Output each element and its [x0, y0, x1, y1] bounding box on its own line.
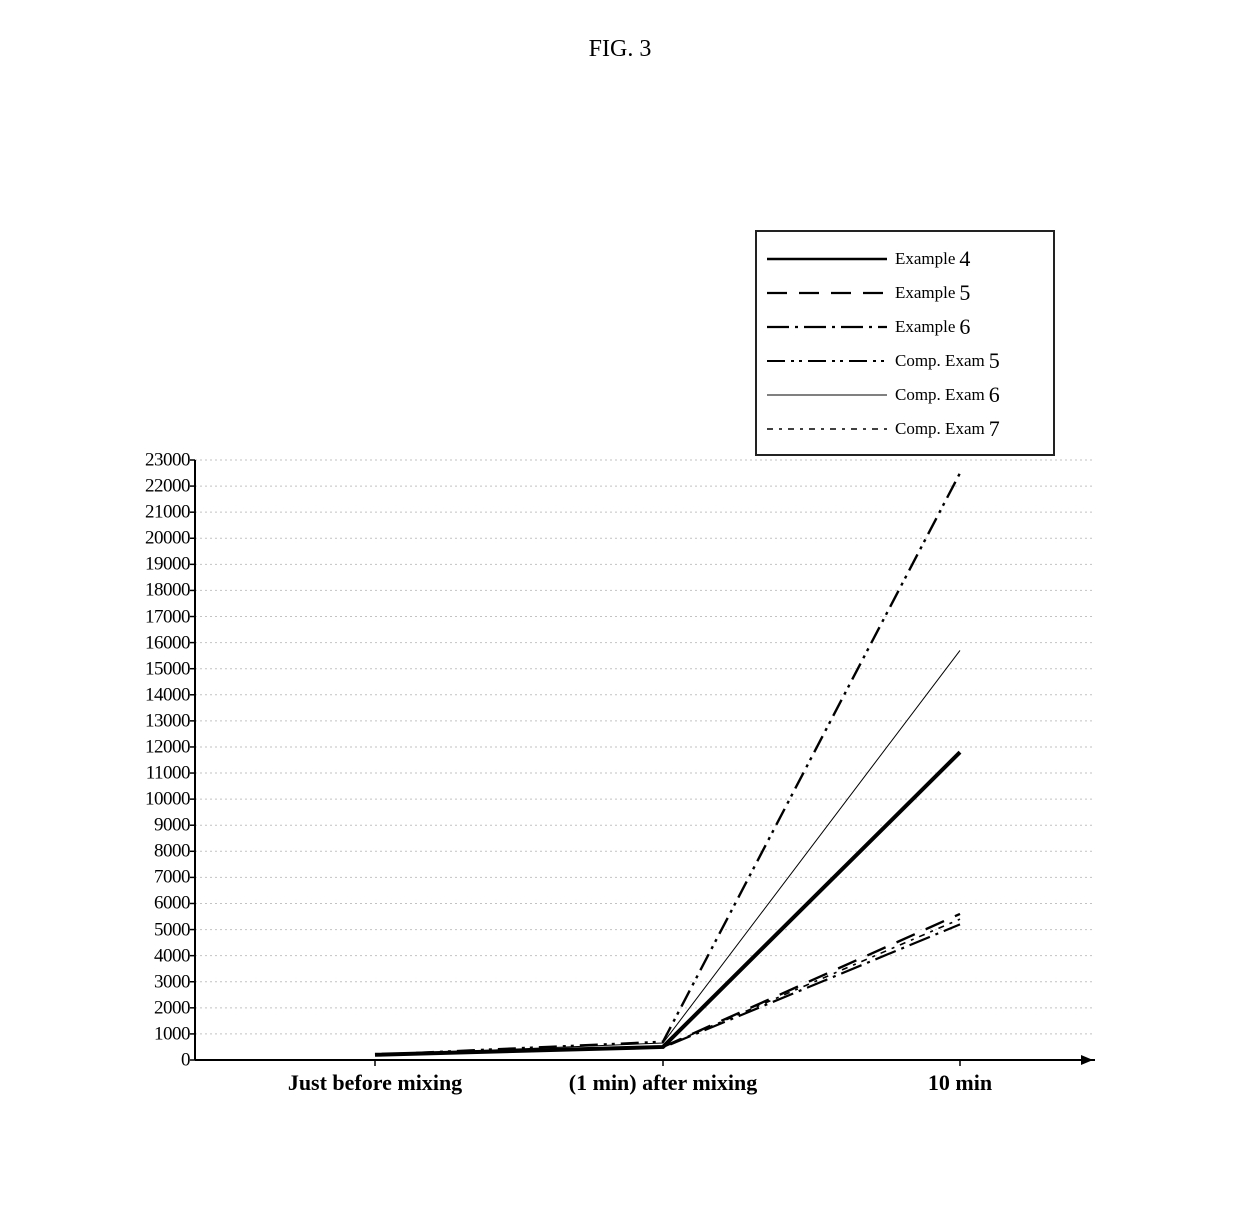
legend-label-2: Example — [887, 317, 955, 337]
y-tick-9000: 9000 — [100, 816, 190, 835]
x-tick-2: 10 min — [928, 1070, 992, 1096]
legend-swatch-5 — [767, 419, 887, 439]
legend-number-3: 5 — [985, 348, 1000, 374]
y-tick-7000: 7000 — [100, 868, 190, 887]
legend-number-2: 6 — [955, 314, 970, 340]
y-tick-8000: 8000 — [100, 842, 190, 861]
y-tick-21000: 21000 — [100, 503, 190, 522]
legend-row-0: Example4 — [767, 242, 1043, 276]
y-tick-2000: 2000 — [100, 998, 190, 1017]
plot-area — [195, 460, 1095, 1060]
y-tick-10000: 10000 — [100, 790, 190, 809]
legend-row-1: Example5 — [767, 276, 1043, 310]
page: FIG. 3 Example4Example5Example6Comp. Exa… — [0, 0, 1240, 1224]
y-tick-17000: 17000 — [100, 607, 190, 626]
legend-swatch-3 — [767, 351, 887, 371]
legend-swatch-4 — [767, 385, 887, 405]
y-tick-23000: 23000 — [100, 451, 190, 470]
y-tick-14000: 14000 — [100, 685, 190, 704]
y-tick-15000: 15000 — [100, 659, 190, 678]
legend-number-0: 4 — [955, 246, 970, 272]
legend-label-3: Comp. Exam — [887, 351, 985, 371]
y-tick-5000: 5000 — [100, 920, 190, 939]
x-tick-0: Just before mixing — [288, 1070, 462, 1096]
legend-row-2: Example6 — [767, 310, 1043, 344]
y-tick-19000: 19000 — [100, 555, 190, 574]
y-tick-3000: 3000 — [100, 972, 190, 991]
legend-label-0: Example — [887, 249, 955, 269]
y-tick-0: 0 — [100, 1051, 190, 1070]
series-ce5 — [375, 473, 960, 1055]
y-tick-13000: 13000 — [100, 711, 190, 730]
legend-number-5: 7 — [985, 416, 1000, 442]
legend-label-1: Example — [887, 283, 955, 303]
legend-label-5: Comp. Exam — [887, 419, 985, 439]
legend-swatch-1 — [767, 283, 887, 303]
y-tick-18000: 18000 — [100, 581, 190, 600]
y-tick-12000: 12000 — [100, 737, 190, 756]
plot-svg — [195, 460, 1095, 1060]
y-tick-16000: 16000 — [100, 633, 190, 652]
legend-number-4: 6 — [985, 382, 1000, 408]
figure-title: FIG. 3 — [0, 36, 1240, 63]
legend-number-1: 5 — [955, 280, 970, 306]
y-tick-6000: 6000 — [100, 894, 190, 913]
legend-row-4: Comp. Exam6 — [767, 378, 1043, 412]
y-tick-1000: 1000 — [100, 1024, 190, 1043]
y-tick-4000: 4000 — [100, 946, 190, 965]
legend-row-3: Comp. Exam5 — [767, 344, 1043, 378]
legend-row-5: Comp. Exam7 — [767, 412, 1043, 446]
x-tick-1: (1 min) after mixing — [569, 1070, 757, 1096]
legend-box: Example4Example5Example6Comp. Exam5Comp.… — [755, 230, 1055, 456]
y-tick-11000: 11000 — [100, 764, 190, 783]
y-tick-22000: 22000 — [100, 477, 190, 496]
legend-swatch-0 — [767, 249, 887, 269]
legend-label-4: Comp. Exam — [887, 385, 985, 405]
y-tick-20000: 20000 — [100, 529, 190, 548]
legend-swatch-2 — [767, 317, 887, 337]
series-ce6 — [375, 650, 960, 1054]
series-ex4 — [375, 752, 960, 1055]
chart: 0 1000 2000 3000 4000 5000 6000 7000 8000 9000 100… — [100, 460, 1100, 1100]
